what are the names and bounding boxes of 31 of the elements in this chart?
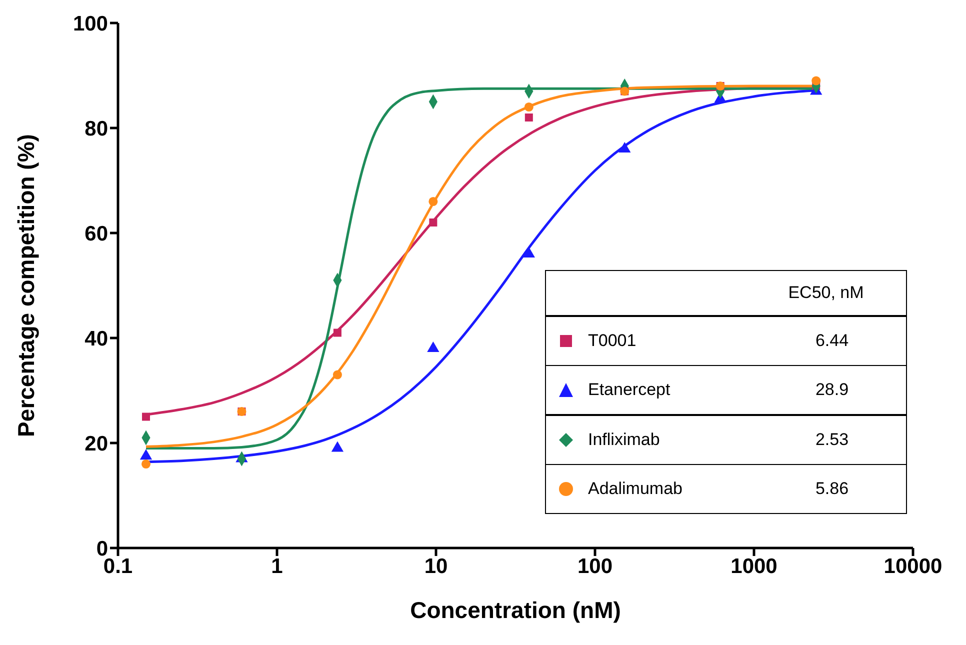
- annotation: 2.53: [814, 430, 850, 450]
- y-tick-label: 40: [84, 327, 108, 350]
- legend-label: Infliximab: [588, 430, 660, 450]
- point: [812, 76, 821, 86]
- legend-label: Adalimumab: [588, 479, 682, 499]
- y-tick-label: 80: [84, 117, 108, 140]
- legend-label: T0001: [588, 330, 636, 350]
- x-tick-label: 0.1: [103, 554, 133, 578]
- point: [333, 328, 342, 337]
- point: [141, 459, 151, 469]
- y-tick-label: 60: [84, 222, 108, 246]
- x-axis-title: Concentration (nM): [410, 597, 621, 623]
- point: [524, 114, 533, 122]
- point: [332, 370, 342, 380]
- legend-label: Etanercept: [588, 380, 670, 400]
- point: [428, 196, 438, 206]
- x-tick-label: 1: [271, 554, 284, 578]
- x-tick-label: 1000: [730, 554, 778, 578]
- point: [429, 218, 438, 226]
- x-tick-label: 10000: [884, 554, 942, 578]
- y-tick-label: 20: [84, 432, 108, 456]
- legend-title: EC50, nM: [787, 283, 865, 303]
- point: [524, 102, 534, 112]
- point: [142, 412, 150, 421]
- x-tick-label: 10: [424, 554, 448, 578]
- y-axis-title: Percentage competition (%): [13, 134, 40, 437]
- annotation: 6.44: [814, 330, 850, 350]
- annotation: 5.86: [814, 479, 850, 499]
- annotation: 28.9: [814, 380, 850, 400]
- y-tick-label: 100: [72, 12, 108, 36]
- x-tick-label: 100: [577, 554, 613, 578]
